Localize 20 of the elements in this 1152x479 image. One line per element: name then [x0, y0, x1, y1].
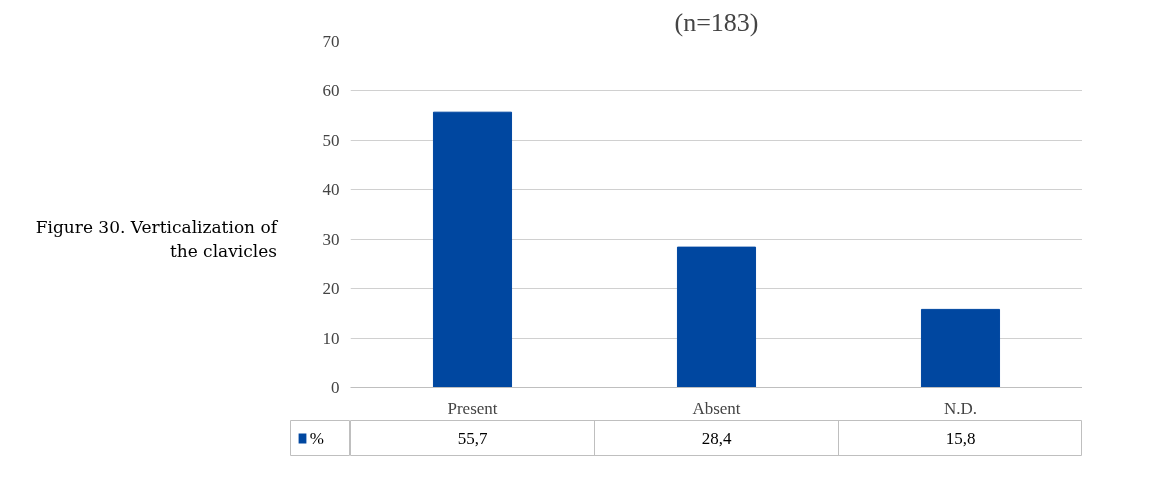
x-tick-label: N.D. — [943, 398, 978, 418]
x-tick-label: Absent — [692, 398, 741, 418]
chart-title: (n=183) — [674, 7, 759, 37]
x-tick-label: Present — [447, 398, 498, 418]
bar — [920, 308, 1001, 388]
y-tick-label: 60 — [322, 81, 340, 101]
data-label: 15,8 — [945, 429, 976, 448]
y-tick-label: 0 — [331, 378, 340, 397]
y-tick-label: 20 — [322, 279, 340, 299]
y-tick-label: 40 — [322, 180, 340, 200]
caption: Figure 30. Verticalization of the clavicles — [34, 216, 277, 264]
data-label: 28,4 — [701, 429, 732, 448]
y-tick-label: 10 — [322, 328, 340, 348]
y-tick-label: 50 — [322, 130, 340, 150]
bar — [432, 111, 513, 388]
y-tick-label: 70 — [322, 32, 340, 51]
bar — [676, 246, 757, 388]
data-label: 55,7 — [457, 429, 488, 448]
y-tick-label: 30 — [322, 229, 340, 249]
legend-label: % — [309, 429, 324, 448]
